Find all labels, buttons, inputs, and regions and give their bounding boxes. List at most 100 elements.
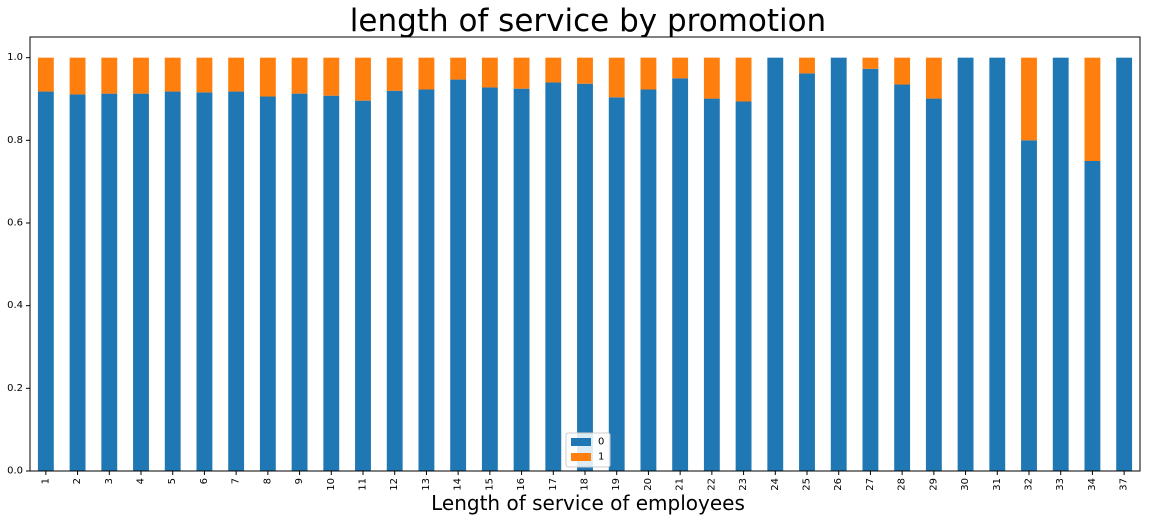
x-tick-label: 27 [865,478,876,491]
bar-1-series-1 [37,57,54,92]
bar-23-series-1 [735,57,752,102]
bars-group [37,57,1133,472]
bar-19-series-1 [608,57,625,98]
x-tick-label: 25 [802,478,813,491]
bar-14-series-1 [450,57,467,80]
x-tick-label: 7 [231,478,242,484]
bar-23-series-0 [735,101,752,471]
bar-8-series-0 [259,96,276,472]
bar-18-series-0 [577,83,593,471]
bar-37-series-0 [1116,57,1133,472]
x-tick-label: 5 [167,478,178,484]
bar-25-series-1 [799,57,815,74]
legend-label-0: 0 [598,437,604,448]
y-tick-label: 1.0 [7,52,23,63]
bar-3-series-1 [101,57,118,94]
bar-6-series-0 [196,92,213,472]
x-tick-label: 20 [643,478,654,491]
bar-33-series-0 [1052,57,1069,472]
bar-12-series-1 [386,57,403,91]
x-tick-label: 31 [992,478,1003,491]
bar-20-series-0 [640,89,657,471]
y-tick-label: 0.8 [7,135,23,146]
bar-16-series-0 [513,88,530,472]
bar-15-series-0 [481,87,498,471]
bar-10-series-1 [323,57,340,96]
x-tick-label: 10 [326,478,337,491]
bar-19-series-0 [608,97,625,471]
x-tick-label: 33 [1055,478,1066,491]
bar-4-series-1 [133,57,149,94]
bar-12-series-0 [386,90,403,471]
bar-25-series-0 [799,73,815,471]
bar-32-series-0 [1021,140,1037,472]
bar-17-series-0 [545,82,562,471]
bar-21-series-1 [672,57,689,79]
x-tick-label: 3 [104,478,115,484]
x-tick-label: 1 [40,478,51,484]
x-tick-label: 22 [706,478,717,491]
bar-34-series-1 [1084,57,1101,161]
x-tick-label: 19 [611,478,622,491]
bar-6-series-1 [196,57,213,93]
x-tick-label: 8 [262,478,273,484]
bar-7-series-0 [228,91,245,471]
bar-11-series-0 [355,100,371,472]
y-tick-label: 0.4 [7,300,23,311]
legend-swatch-1 [571,453,591,461]
y-tick-label: 0.6 [7,218,23,229]
bar-3-series-0 [101,93,118,472]
x-tick-label: 2 [72,478,83,484]
x-tick-label: 14 [453,478,464,491]
x-tick-label: 11 [358,478,369,491]
x-tick-label: 29 [928,478,939,491]
x-tick-label: 15 [484,478,495,491]
plot-frame [29,36,1141,472]
chart-title: length of service by promotion [350,3,826,39]
bar-7-series-1 [228,57,245,92]
bar-15-series-1 [481,57,498,88]
bar-28-series-0 [894,84,911,472]
bar-11-series-1 [355,57,371,101]
bar-14-series-0 [450,79,467,471]
bar-9-series-1 [291,57,308,94]
x-tick-label: 23 [738,478,749,491]
x-tick-label: 17 [548,478,559,491]
legend: 01 [565,432,611,468]
bar-1-series-0 [37,91,54,471]
bar-2-series-0 [69,94,86,471]
bar-18-series-1 [577,57,593,84]
x-tick-label: 21 [675,478,686,491]
x-tick-label: 13 [421,478,432,491]
y-axis-ticks: 0.0 0.2 0.4 0.6 0.8 1.0 [7,52,30,477]
x-tick-label: 32 [1024,478,1035,491]
bar-21-series-0 [672,78,689,471]
x-axis-ticks: 1 2 3 4 5 6 7 8 9 10 11 12 13 14 15 16 17 18 19 20 21 22 23 24 2… [40,471,1130,491]
bar-27-series-1 [862,57,879,69]
x-tick-label: 9 [294,478,305,484]
bar-29-series-0 [925,98,942,471]
x-tick-label: 12 [389,478,400,491]
x-tick-label: 28 [897,478,908,491]
y-tick-label: 0.0 [7,466,23,477]
bar-17-series-1 [545,57,562,83]
x-tick-label: 24 [770,478,781,491]
bar-2-series-1 [69,57,86,95]
bar-22-series-0 [703,98,720,471]
legend-label-1: 1 [598,452,604,463]
x-tick-label: 18 [580,478,591,491]
bar-5-series-0 [164,91,181,471]
bar-32-series-1 [1021,57,1037,141]
bar-26-series-0 [830,57,847,472]
legend-swatch-0 [571,438,591,446]
bar-27-series-0 [862,68,879,472]
bar-22-series-1 [703,57,720,99]
bar-9-series-0 [291,93,308,472]
x-axis-label: Length of service of employees [431,491,745,515]
bar-16-series-1 [513,57,530,89]
bar-4-series-0 [133,93,149,472]
x-tick-label: 4 [136,478,147,484]
bar-10-series-0 [323,95,340,472]
bar-20-series-1 [640,57,657,90]
y-tick-label: 0.2 [7,383,23,394]
